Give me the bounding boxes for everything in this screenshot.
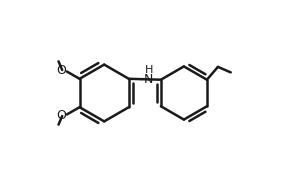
Text: N: N	[144, 73, 153, 86]
Text: O: O	[56, 109, 66, 122]
Text: H: H	[144, 65, 153, 75]
Text: O: O	[56, 64, 66, 77]
